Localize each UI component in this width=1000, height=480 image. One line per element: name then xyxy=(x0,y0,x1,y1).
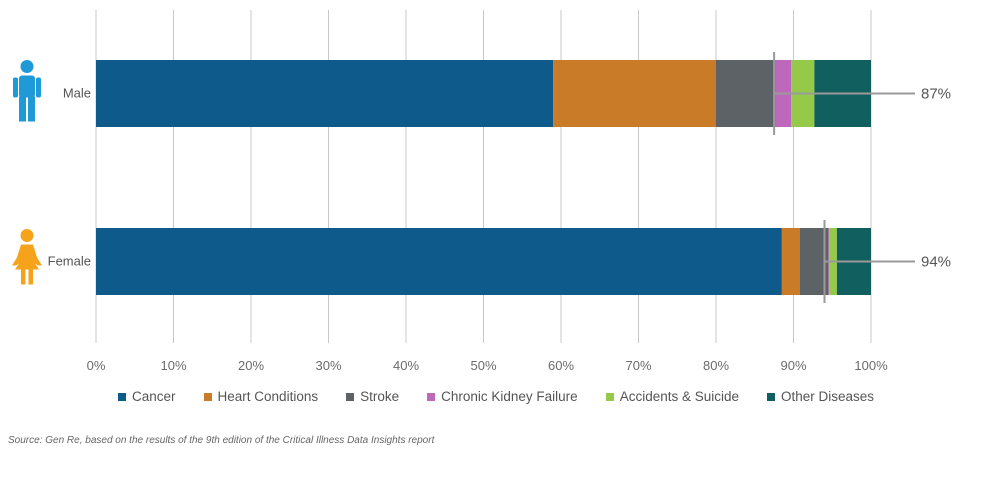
category-label: Male xyxy=(63,86,91,101)
legend-item: Chronic Kidney Failure xyxy=(427,389,578,404)
bar-segment-male-cancer xyxy=(96,60,554,127)
x-tick-label: 30% xyxy=(315,358,341,373)
category-label: Female xyxy=(48,254,91,269)
bar-segment-female-cancer xyxy=(96,228,782,295)
marker-label: 94% xyxy=(921,254,951,271)
source-note: Source: Gen Re, based on the results of … xyxy=(8,435,435,446)
x-tick-label: 50% xyxy=(470,358,496,373)
legend-label: Cancer xyxy=(132,389,176,404)
bars xyxy=(96,60,871,295)
x-tick-label: 90% xyxy=(780,358,806,373)
female-person-icon xyxy=(12,229,42,285)
bar-segment-female-heart-conditions xyxy=(781,228,800,295)
markers: 87% 94% xyxy=(773,52,951,303)
legend-item: Heart Conditions xyxy=(203,389,319,404)
category-icons xyxy=(12,60,42,285)
legend-item: Cancer xyxy=(118,389,176,404)
x-tick-label: 10% xyxy=(160,358,186,373)
legend-item: Accidents & Suicide xyxy=(605,389,739,404)
chart-area: 87% 94% 0% 10% 20% 30% 40% 50% 60% 70% 80% 90% 100%… xyxy=(12,10,951,373)
legend-label: Other Diseases xyxy=(781,389,875,404)
x-tick-label: 100% xyxy=(854,358,888,373)
x-tick-label: 80% xyxy=(703,358,729,373)
x-tick-labels: 0% 10% 20% 30% 40% 50% 60% 70% 80% 90% 100% xyxy=(87,358,888,373)
male-person-icon xyxy=(13,60,41,122)
legend-swatch xyxy=(203,392,212,401)
legend-swatch xyxy=(346,392,355,401)
x-tick-label: 60% xyxy=(548,358,574,373)
x-tick-label: 20% xyxy=(238,358,264,373)
legend-swatch xyxy=(767,392,775,401)
legend: Cancer Heart Conditions Stroke Chronic Kidn… xyxy=(118,389,874,404)
x-tick-label: 40% xyxy=(393,358,419,373)
bar-segment-male-stroke xyxy=(716,60,776,127)
legend-label: Stroke xyxy=(360,389,400,404)
legend-swatch xyxy=(427,392,436,401)
legend-item: Other Diseases xyxy=(767,389,874,404)
legend-label: Heart Conditions xyxy=(217,389,319,404)
legend-item: Stroke xyxy=(346,389,399,404)
bar-segment-male-heart-conditions xyxy=(553,60,716,127)
legend-swatch xyxy=(118,392,126,401)
x-tick-label: 70% xyxy=(625,358,651,373)
x-tick-label: 0% xyxy=(87,358,106,373)
marker-label: 87% xyxy=(921,86,951,103)
category-labels: Male Female xyxy=(48,86,91,269)
legend-label: Accidents & Suicide xyxy=(619,389,739,404)
legend-label: Chronic Kidney Failure xyxy=(441,389,578,404)
legend-swatch xyxy=(605,392,614,401)
